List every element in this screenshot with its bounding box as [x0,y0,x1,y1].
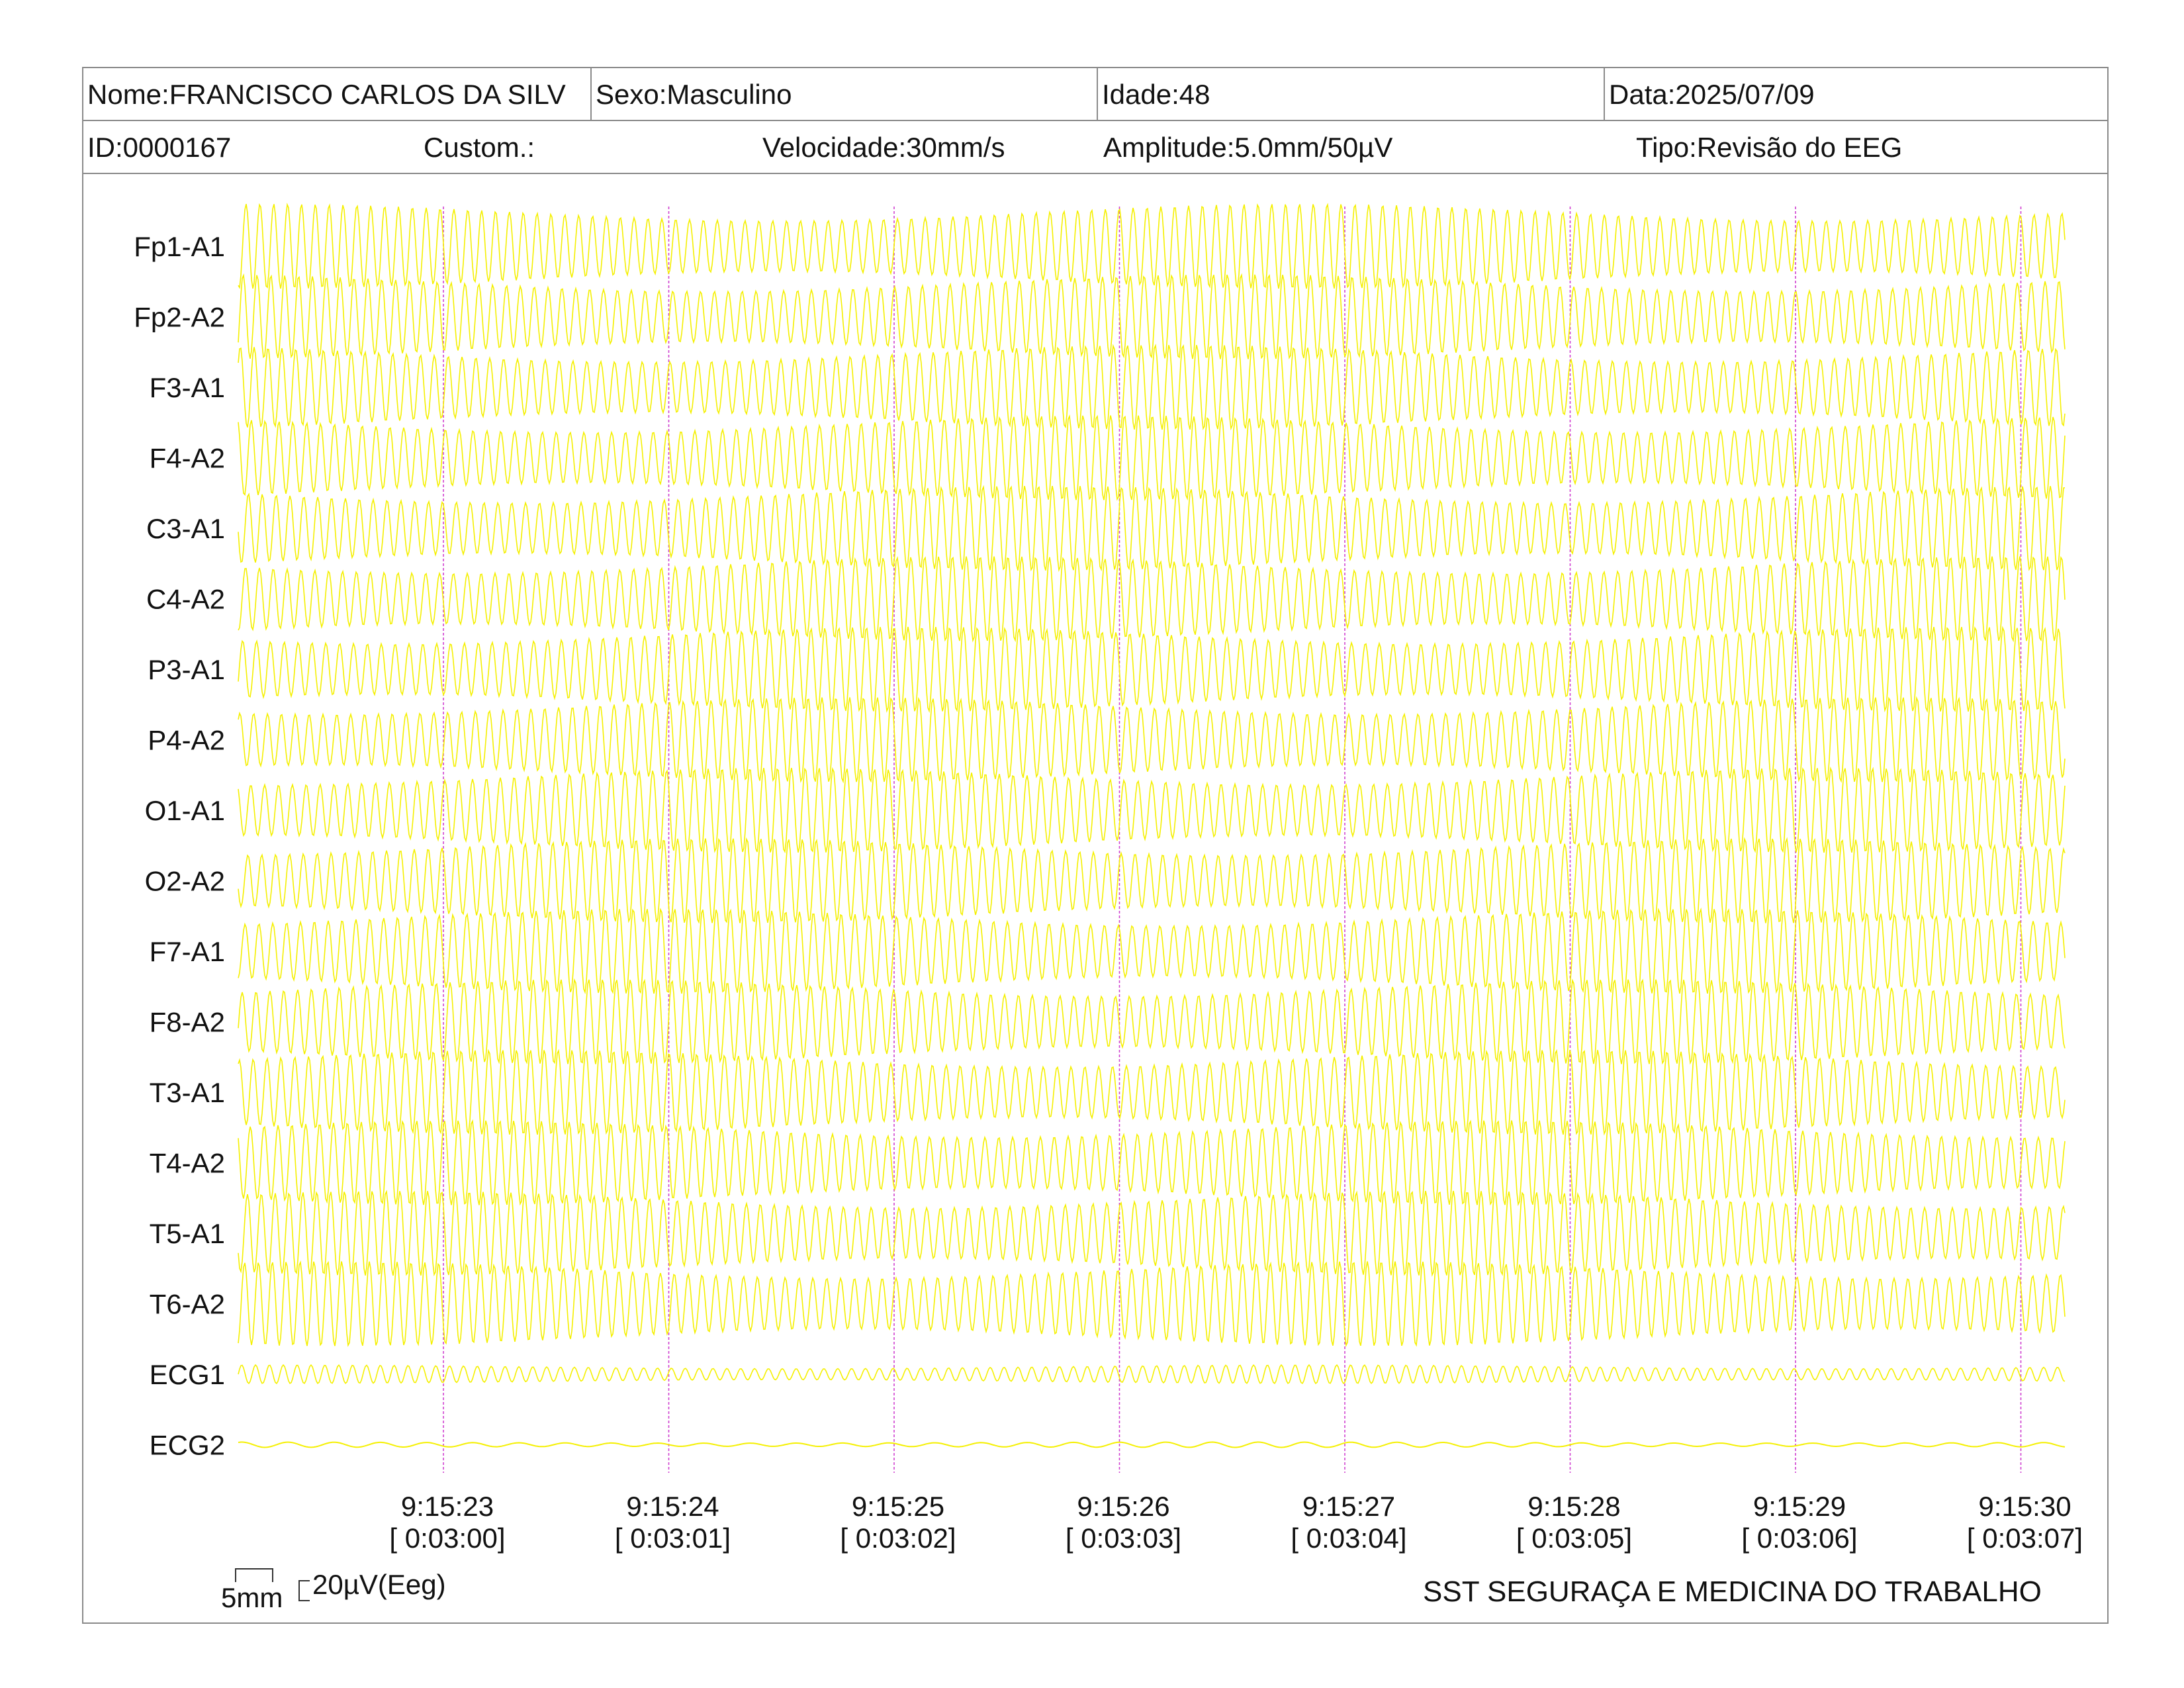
time-mark-elapsed: [ 0:03:00] [389,1523,505,1554]
time-mark-elapsed: [ 0:03:07] [1967,1523,2083,1554]
channel-label: P4-A2 [148,725,225,756]
time-mark-elapsed: [ 0:03:06] [1741,1523,1857,1554]
time-mark-elapsed: [ 0:03:02] [840,1523,956,1554]
waveform-trace [238,696,2066,784]
time-mark-clock: 9:15:29 [1753,1491,1846,1522]
patient-sex: Sexo:Masculino [592,68,1098,120]
time-mark-clock: 9:15:28 [1527,1491,1620,1522]
patient-age: Idade:48 [1098,68,1605,120]
channel-label: T4-A2 [150,1148,225,1179]
time-mark-elapsed: [ 0:03:01] [615,1523,731,1554]
eeg-waveforms [238,203,2066,1448]
waveform-trace [238,485,2066,573]
waveform-trace [238,1049,2066,1136]
waveform-trace [238,1190,2066,1277]
channel-label: O1-A1 [145,795,225,826]
amplitude-setting: Amplitude:5.0mm/50µV [1103,132,1393,163]
time-scale-label: 5mm [221,1582,283,1613]
waveform-trace [238,344,2066,431]
channel-label: Fp2-A2 [134,302,225,333]
channel-labels: Fp1-A1 Fp2-A2 F3-A1 F4-A2 C3-A1 C4-A2 P3-A1 P4-… [134,231,225,1461]
waveform-trace [238,907,2066,995]
channel-label: Fp1-A1 [134,231,225,262]
amp-scale-label: 20µV(Eeg) [312,1569,446,1600]
scale-bar: 5mm 20µV(Eeg) [221,1568,446,1613]
channel-label: T3-A1 [150,1077,225,1108]
time-marker-lines [443,207,2022,1473]
header-row-patient: Nome:FRANCISCO CARLOS DA SILV Sexo:Mascu… [83,68,2107,121]
time-mark-elapsed: [ 0:03:03] [1066,1523,1181,1554]
waveform-trace [238,1119,2066,1207]
channel-label: ECG2 [150,1430,225,1461]
channel-label: ECG1 [150,1359,225,1390]
channel-label: F4-A2 [150,443,225,474]
patient-name: Nome:FRANCISCO CARLOS DA SILV [83,68,592,120]
channel-label: O2-A2 [145,866,225,897]
channel-label: C4-A2 [146,584,225,615]
channel-label: F7-A1 [150,936,225,967]
waveform-trace [238,766,2066,854]
time-mark-clock: 9:15:30 [1978,1491,2071,1522]
time-labels: 9:15:23[ 0:03:00] 9:15:24[ 0:03:01] 9:15:2… [389,1491,2083,1554]
waveform-trace [238,837,2066,924]
waveform-trace [238,555,2066,643]
company-footer: SST SEGURAÇA E MEDICINA DO TRABALHO [1423,1575,2042,1608]
time-scale-bracket [235,1568,273,1582]
patient-id: ID:0000167 [87,132,232,163]
time-mark-clock: 9:15:23 [401,1491,494,1522]
channel-label: F3-A1 [150,372,225,403]
channel-label: P3-A1 [148,654,225,685]
channel-label: F8-A2 [150,1007,225,1038]
exam-date: Data:2025/07/09 [1609,79,1815,110]
waveform-trace [238,273,2066,360]
channel-label: T5-A1 [150,1218,225,1249]
review-type: Tipo:Revisão do EEG [1636,132,1903,163]
channel-label: C3-A1 [146,513,225,544]
time-mark-clock: 9:15:24 [626,1491,719,1522]
waveform-trace [238,978,2066,1065]
time-mark-clock: 9:15:25 [852,1491,944,1522]
waveform-trace [238,1260,2066,1348]
waveform-trace [238,1441,2066,1448]
waveform-trace [238,203,2066,289]
header-row-recording: ID:0000167 Custom.: Velocidade:30mm/s Am… [83,121,2107,174]
waveform-trace [238,414,2066,502]
channel-label: T6-A2 [150,1289,225,1320]
amp-scale-bracket [298,1580,310,1601]
time-mark-clock: 9:15:27 [1302,1491,1395,1522]
time-mark-elapsed: [ 0:03:05] [1516,1523,1632,1554]
time-mark-clock: 9:15:26 [1077,1491,1169,1522]
waveform-trace [238,626,2066,714]
eeg-report-sheet: Nome:FRANCISCO CARLOS DA SILV Sexo:Mascu… [82,67,2109,1624]
speed-setting: Velocidade:30mm/s [762,132,1005,163]
waveform-trace [238,1364,2066,1385]
custom-field: Custom.: [424,132,535,163]
time-mark-elapsed: [ 0:03:04] [1291,1523,1406,1554]
